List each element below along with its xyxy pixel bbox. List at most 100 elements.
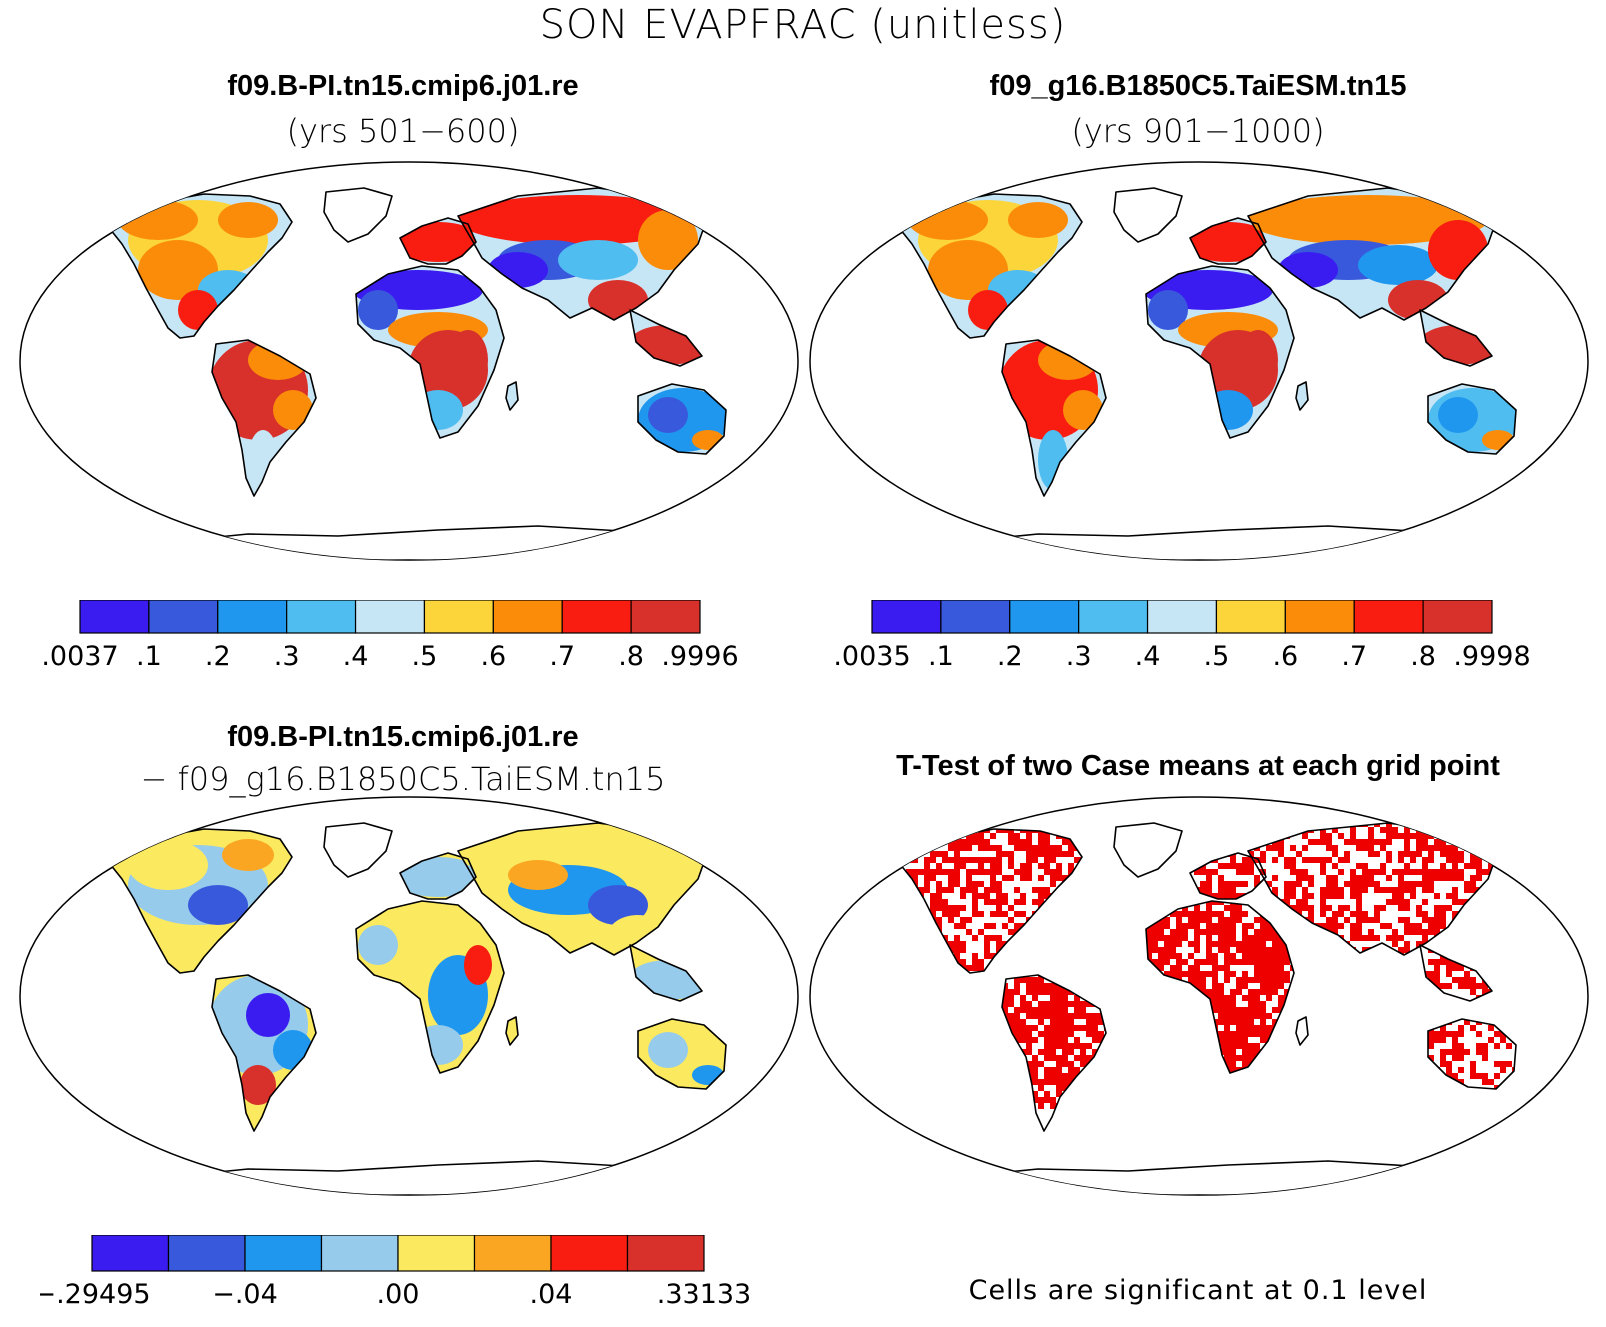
panel-subtitle-case2: (yrs 901−1000) [808,112,1588,150]
significant-cell [1056,1031,1062,1037]
significant-cell [1080,1001,1086,1007]
significant-cell [954,905,960,911]
significant-cell [960,959,966,965]
coastline-greenland [323,822,393,878]
significant-cell [1014,983,1020,989]
significant-cell [912,845,918,851]
significant-cell [930,875,936,881]
significant-cell [1002,911,1008,917]
significant-cell [936,863,942,869]
significant-cell [990,899,996,905]
significant-cell [1428,827,1434,833]
significant-cell [1494,851,1500,857]
significant-cell [1014,887,1020,893]
significant-cell [912,833,918,839]
significant-cell [984,815,990,821]
significant-cell [1416,821,1422,827]
significant-cell [1008,851,1014,857]
significant-cell [1098,1019,1104,1025]
significant-cell [1068,1019,1074,1025]
significant-cell [954,829,960,833]
significant-cell [942,857,948,863]
significant-cell [1518,857,1524,863]
significant-cell [1092,1025,1098,1031]
significant-cell [1056,845,1062,851]
significant-cell [1050,995,1056,1001]
panel-title-difference: f09.B-PI.tn15.cmip6.j01.re [18,721,788,754]
significant-cell [1002,829,1008,833]
significant-cell [912,815,918,821]
field-region [464,945,492,985]
significant-cell [942,821,948,827]
panel-title-case2: f09_g16.B1850C5.TaiESM.tn15 [808,70,1588,103]
significant-cell [1518,851,1524,857]
significant-cell [1050,1055,1056,1061]
significant-cell [894,863,900,869]
significant-cell [996,869,1002,875]
significant-cell [1494,839,1500,845]
significant-cell [936,869,942,875]
significant-cell [1518,875,1524,881]
significant-cell [1008,1019,1014,1025]
significant-cell [972,821,978,827]
significant-cell [954,851,960,857]
significant-cell [966,965,972,971]
significant-cell [1014,977,1020,983]
significant-cell [978,815,984,821]
coastline-madagascar [1295,381,1309,411]
significant-cell [1050,1043,1056,1049]
significant-cell [924,839,930,845]
significant-cell [1044,887,1050,893]
significant-cell [1524,869,1530,875]
significant-cell [1446,821,1452,827]
significant-cell [972,881,978,887]
significant-cell [942,829,948,833]
significant-cell [896,833,900,839]
significant-cell [1512,857,1518,863]
significant-cell [996,887,1002,893]
significant-cell [1050,869,1056,875]
significant-cell [1488,833,1494,839]
significant-cell [960,941,966,947]
significant-cell [924,829,930,833]
coastline-africa [355,900,505,1074]
significant-cell [1032,995,1038,1001]
significant-cell [1020,1037,1026,1043]
significant-cell [1062,1019,1068,1025]
significant-cell [906,827,912,833]
significant-cell [1464,815,1470,821]
significant-cell [1026,851,1032,857]
significant-cell [972,959,978,965]
significant-cell [996,941,1002,947]
significant-cell [984,899,990,905]
significant-cell [978,881,984,887]
significant-cell [948,941,954,947]
significant-cell [930,905,936,911]
coastline-europe [399,852,477,900]
significant-cell [978,815,984,821]
significant-cell [942,821,948,827]
significant-cell [1026,989,1032,995]
significant-cell [1056,1001,1062,1007]
significant-cell [1422,815,1428,821]
significant-cell [1044,1097,1050,1103]
significant-cell [960,947,966,953]
significant-cell [912,839,918,845]
significant-cell [1062,1013,1068,1019]
significant-cell [1044,857,1050,863]
significant-cell [894,845,900,851]
significant-cell [1038,1049,1044,1055]
significant-cell [984,887,990,893]
significant-cell [1002,815,1008,821]
significant-cell [1038,1019,1044,1025]
significant-cell [930,829,936,833]
significant-cell [1086,1043,1092,1049]
field-region [273,390,313,430]
significant-cell [1014,839,1020,845]
significant-cell [894,851,900,857]
significant-cell [1014,1025,1020,1031]
significant-cell [966,845,972,851]
significant-cell [1446,833,1452,839]
significant-cell [1014,899,1020,905]
significant-cell [1026,1007,1032,1013]
